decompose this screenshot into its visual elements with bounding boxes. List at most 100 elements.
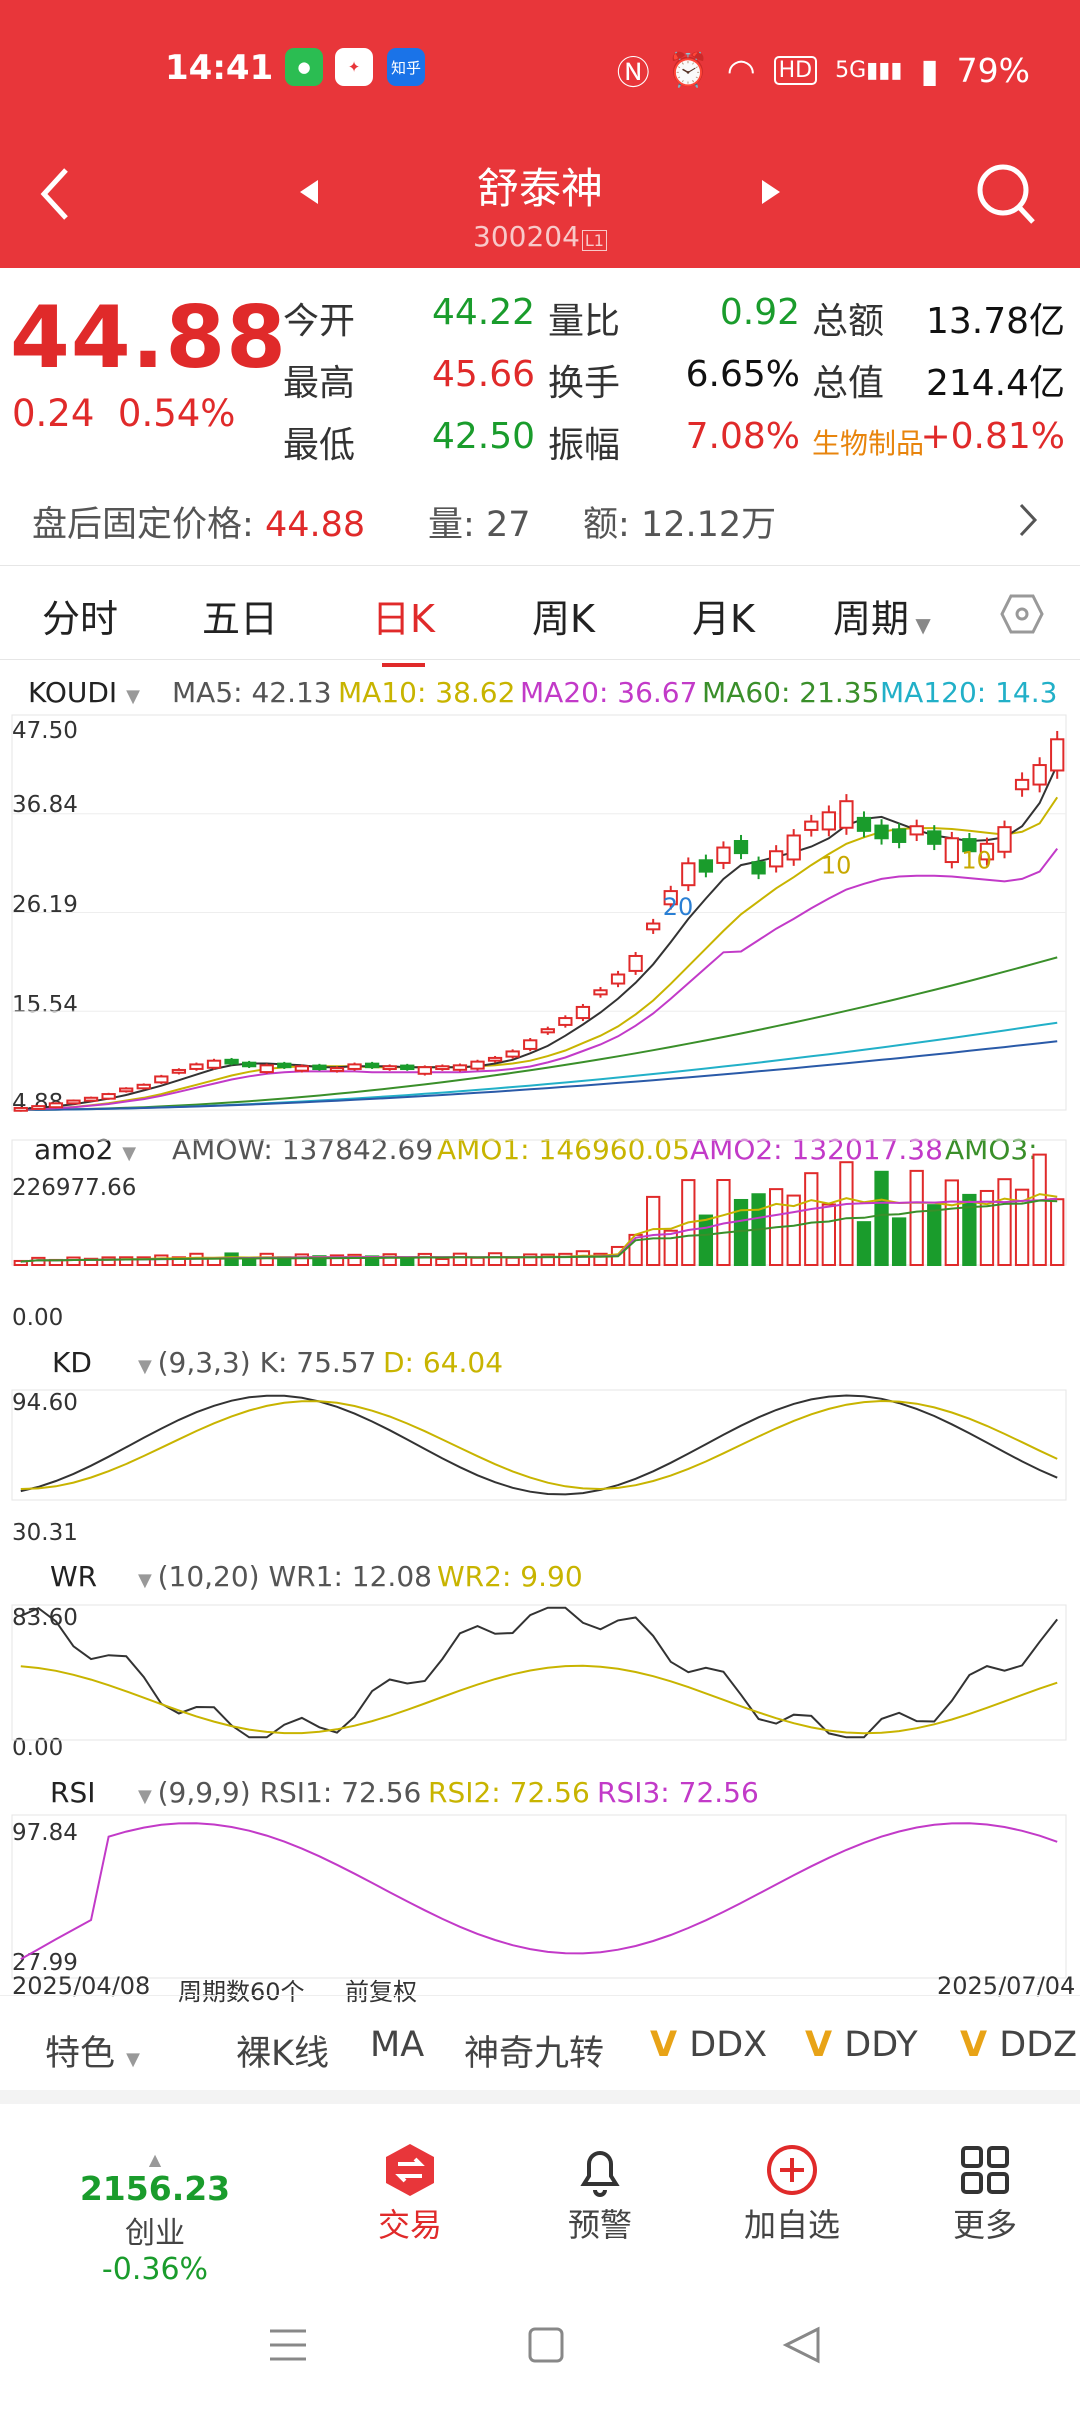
caret-down-icon: ▼	[909, 613, 931, 637]
quote-value: 13.78亿	[925, 301, 1065, 342]
ma10-value: MA10: 38.62	[338, 676, 516, 709]
caret-up-icon: ▲	[148, 2150, 162, 2169]
zhihu-icon: 知乎	[387, 48, 425, 86]
period-count: 周期数60个	[178, 1978, 305, 2006]
candle-body	[347, 1063, 362, 1070]
volume-bar	[66, 1256, 81, 1266]
tab-daily-k[interactable]: 日K	[372, 588, 435, 667]
nine-turn-marker: 10	[821, 851, 852, 879]
candle-body	[681, 862, 696, 887]
main-axis-3: 26.19	[12, 892, 78, 918]
volume-bar	[154, 1254, 169, 1266]
candle-body	[171, 1068, 187, 1074]
back-nav-icon[interactable]	[782, 2325, 822, 2365]
home-icon[interactable]	[526, 2325, 566, 2365]
quote-value: 214.4亿	[925, 363, 1065, 404]
search-icon[interactable]	[975, 160, 1037, 226]
kd-axis-top: 94.60	[12, 1390, 78, 1416]
amo3-value: AMO3:	[945, 1133, 1038, 1166]
tool-magic-nine[interactable]: 神奇九转	[464, 2034, 605, 2074]
tool-ma[interactable]: MA	[370, 2025, 425, 2065]
amo-axis-top: 226977.66	[12, 1175, 137, 1201]
candle-body	[944, 837, 959, 864]
nav-add-watchlist[interactable]: 加自选	[712, 2140, 872, 2246]
tool-ddz[interactable]: V DDZ	[960, 2025, 1078, 2065]
tool-ddx[interactable]: V DDX	[650, 2025, 768, 2065]
tab-intraday[interactable]: 分时	[42, 597, 119, 641]
nav-trade[interactable]: 交易	[330, 2140, 490, 2246]
kd-indicator-select[interactable]: KD	[52, 1346, 92, 1379]
divider	[0, 1995, 1080, 1996]
next-stock-icon[interactable]	[760, 178, 782, 206]
quote-value: 0.92	[719, 292, 800, 333]
settings-hexagon-icon[interactable]	[1000, 592, 1044, 636]
candle-body	[1014, 778, 1030, 791]
candle-body	[1050, 738, 1065, 772]
candle-body	[242, 1061, 257, 1068]
candle-body	[839, 800, 854, 829]
candle-body	[856, 816, 872, 832]
tab-weekly-k[interactable]: 周K	[532, 597, 595, 641]
candle-body	[470, 1060, 485, 1070]
volume-bar	[470, 1256, 485, 1267]
candle-body	[540, 1028, 555, 1034]
candle-body	[119, 1087, 134, 1093]
prev-stock-icon[interactable]	[298, 178, 320, 206]
rsi-line-1	[20, 1822, 1058, 1960]
candle-body	[979, 842, 995, 861]
candle-body	[452, 1064, 468, 1071]
quote-value: +0.81%	[920, 416, 1065, 457]
amo-panel-frame	[11, 1139, 1067, 1266]
period-tabs: 分时 五日 日K 周K 月K 周期 ▼	[0, 565, 1080, 667]
index-ticker[interactable]: ▲ 2156.23 创业 -0.36%	[75, 2150, 235, 2287]
candle-body	[786, 834, 801, 861]
candle-body	[716, 846, 731, 864]
candle-body	[909, 825, 924, 836]
candle-body	[804, 820, 819, 831]
kline-chart[interactable]: 20 10 10	[0, 700, 1080, 1990]
chevron-right-icon[interactable]	[1018, 502, 1038, 538]
candle-body	[329, 1067, 345, 1072]
nine-turn-marker: 20	[663, 893, 694, 921]
feature-select[interactable]: 特色 ▼	[45, 2034, 140, 2074]
amo2-value: AMO2: 132017.38	[690, 1133, 943, 1166]
rsi-params: ▼ (9,9,9) RSI1: 72.56	[138, 1776, 422, 1809]
quote-value: 45.66	[431, 354, 535, 395]
wr-indicator-select[interactable]: WR	[50, 1560, 98, 1593]
tool-naked-k[interactable]: 裸K线	[236, 2034, 329, 2074]
kd-panel-frame	[11, 1389, 1067, 1501]
amo-indicator-select[interactable]: amo2 ▼	[34, 1133, 137, 1166]
volume-bar	[523, 1253, 538, 1267]
volume-bar	[909, 1169, 924, 1267]
tab-period[interactable]: 周期 ▼	[833, 597, 931, 641]
nav-more[interactable]: 更多	[905, 2140, 1065, 2246]
candle-body	[874, 824, 889, 840]
ma120-line	[20, 1021, 1058, 1111]
quote-value: 42.50	[431, 416, 535, 457]
menu-icon[interactable]	[268, 2325, 308, 2365]
volume-bar	[294, 1253, 309, 1267]
v-icon: V	[650, 2025, 690, 2065]
quote-label: 总额	[812, 301, 885, 342]
tool-ddy[interactable]: V DDY	[805, 2025, 918, 2065]
quote-value: 7.08%	[685, 416, 800, 457]
candle-body	[224, 1058, 239, 1065]
main-indicator-select[interactable]: KOUDI ▼	[28, 676, 140, 709]
tab-monthly-k[interactable]: 月K	[692, 597, 755, 641]
volume-bar	[575, 1250, 591, 1267]
after-hours-row[interactable]: 盘后固定价格: 44.88 量: 27 额: 12.12万	[0, 478, 1080, 558]
back-icon[interactable]	[38, 166, 72, 222]
nav-alert[interactable]: 预警	[520, 2140, 680, 2246]
candle-body	[31, 1105, 46, 1110]
candle-body	[1032, 764, 1047, 786]
rsi-axis-bottom: 27.99	[12, 1950, 78, 1976]
adjust-mode: 前复权	[345, 1978, 417, 2006]
volume-bar	[171, 1256, 187, 1267]
candle-body	[891, 828, 907, 843]
rsi-indicator-select[interactable]: RSI	[50, 1776, 96, 1809]
tab-five-day[interactable]: 五日	[202, 597, 279, 641]
wr-panel-frame	[11, 1604, 1067, 1741]
candle-body	[294, 1065, 309, 1072]
after-hours-price: 盘后固定价格: 44.88	[32, 505, 366, 545]
add-circle-icon	[767, 2145, 817, 2195]
